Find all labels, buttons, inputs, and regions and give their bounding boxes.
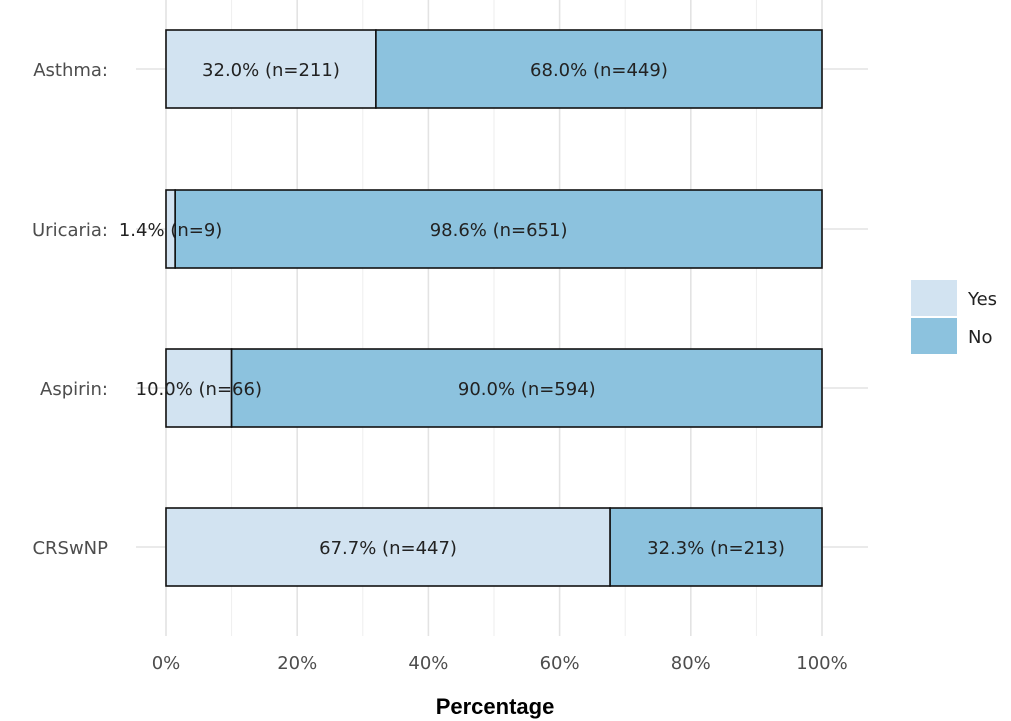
category-labels: Asthma: Uricaria: Aspirin: CRSwNP: [32, 60, 108, 559]
data-label: 98.6% (n=651): [430, 220, 568, 241]
x-tick-label: 40%: [408, 653, 448, 674]
legend-swatch-yes: [911, 280, 957, 316]
bar-segment-no: [230, 348, 823, 428]
x-tick-label: 80%: [671, 653, 711, 674]
category-label: Uricaria:: [32, 220, 108, 241]
data-label: 32.3% (n=213): [647, 538, 785, 559]
x-tick-labels: 0% 20% 40% 60% 80% 100%: [152, 653, 848, 674]
bars: 32.0% (n=211) 68.0% (n=449) 1.4% (n=9) 98.6…: [119, 29, 823, 587]
legend-swatch-no: [911, 318, 957, 354]
data-label: 1.4% (n=9): [119, 220, 222, 241]
x-tick-label: 60%: [540, 653, 580, 674]
bar-segment-no: [609, 507, 823, 587]
x-axis-label: Percentage: [436, 694, 555, 719]
bar-segment-yes: [165, 29, 377, 109]
x-tick-label: 20%: [277, 653, 317, 674]
legend: Yes No: [911, 280, 997, 354]
data-label: 10.0% (n=66): [136, 379, 262, 400]
bar-segment-no: [375, 29, 823, 109]
legend-label: Yes: [967, 289, 997, 310]
data-label: 32.0% (n=211): [202, 60, 340, 81]
bar-segment-no: [174, 189, 823, 269]
category-label: Asthma:: [33, 60, 108, 81]
x-tick-label: 0%: [152, 653, 181, 674]
data-label: 67.7% (n=447): [319, 538, 457, 559]
category-label: CRSwNP: [32, 538, 108, 559]
data-label: 68.0% (n=449): [530, 60, 668, 81]
data-label: 90.0% (n=594): [458, 379, 596, 400]
category-label: Aspirin:: [40, 379, 108, 400]
bar-segment-yes: [165, 507, 611, 587]
legend-label: No: [968, 327, 992, 348]
x-tick-label: 100%: [796, 653, 847, 674]
bar-segment-yes: [165, 348, 233, 428]
